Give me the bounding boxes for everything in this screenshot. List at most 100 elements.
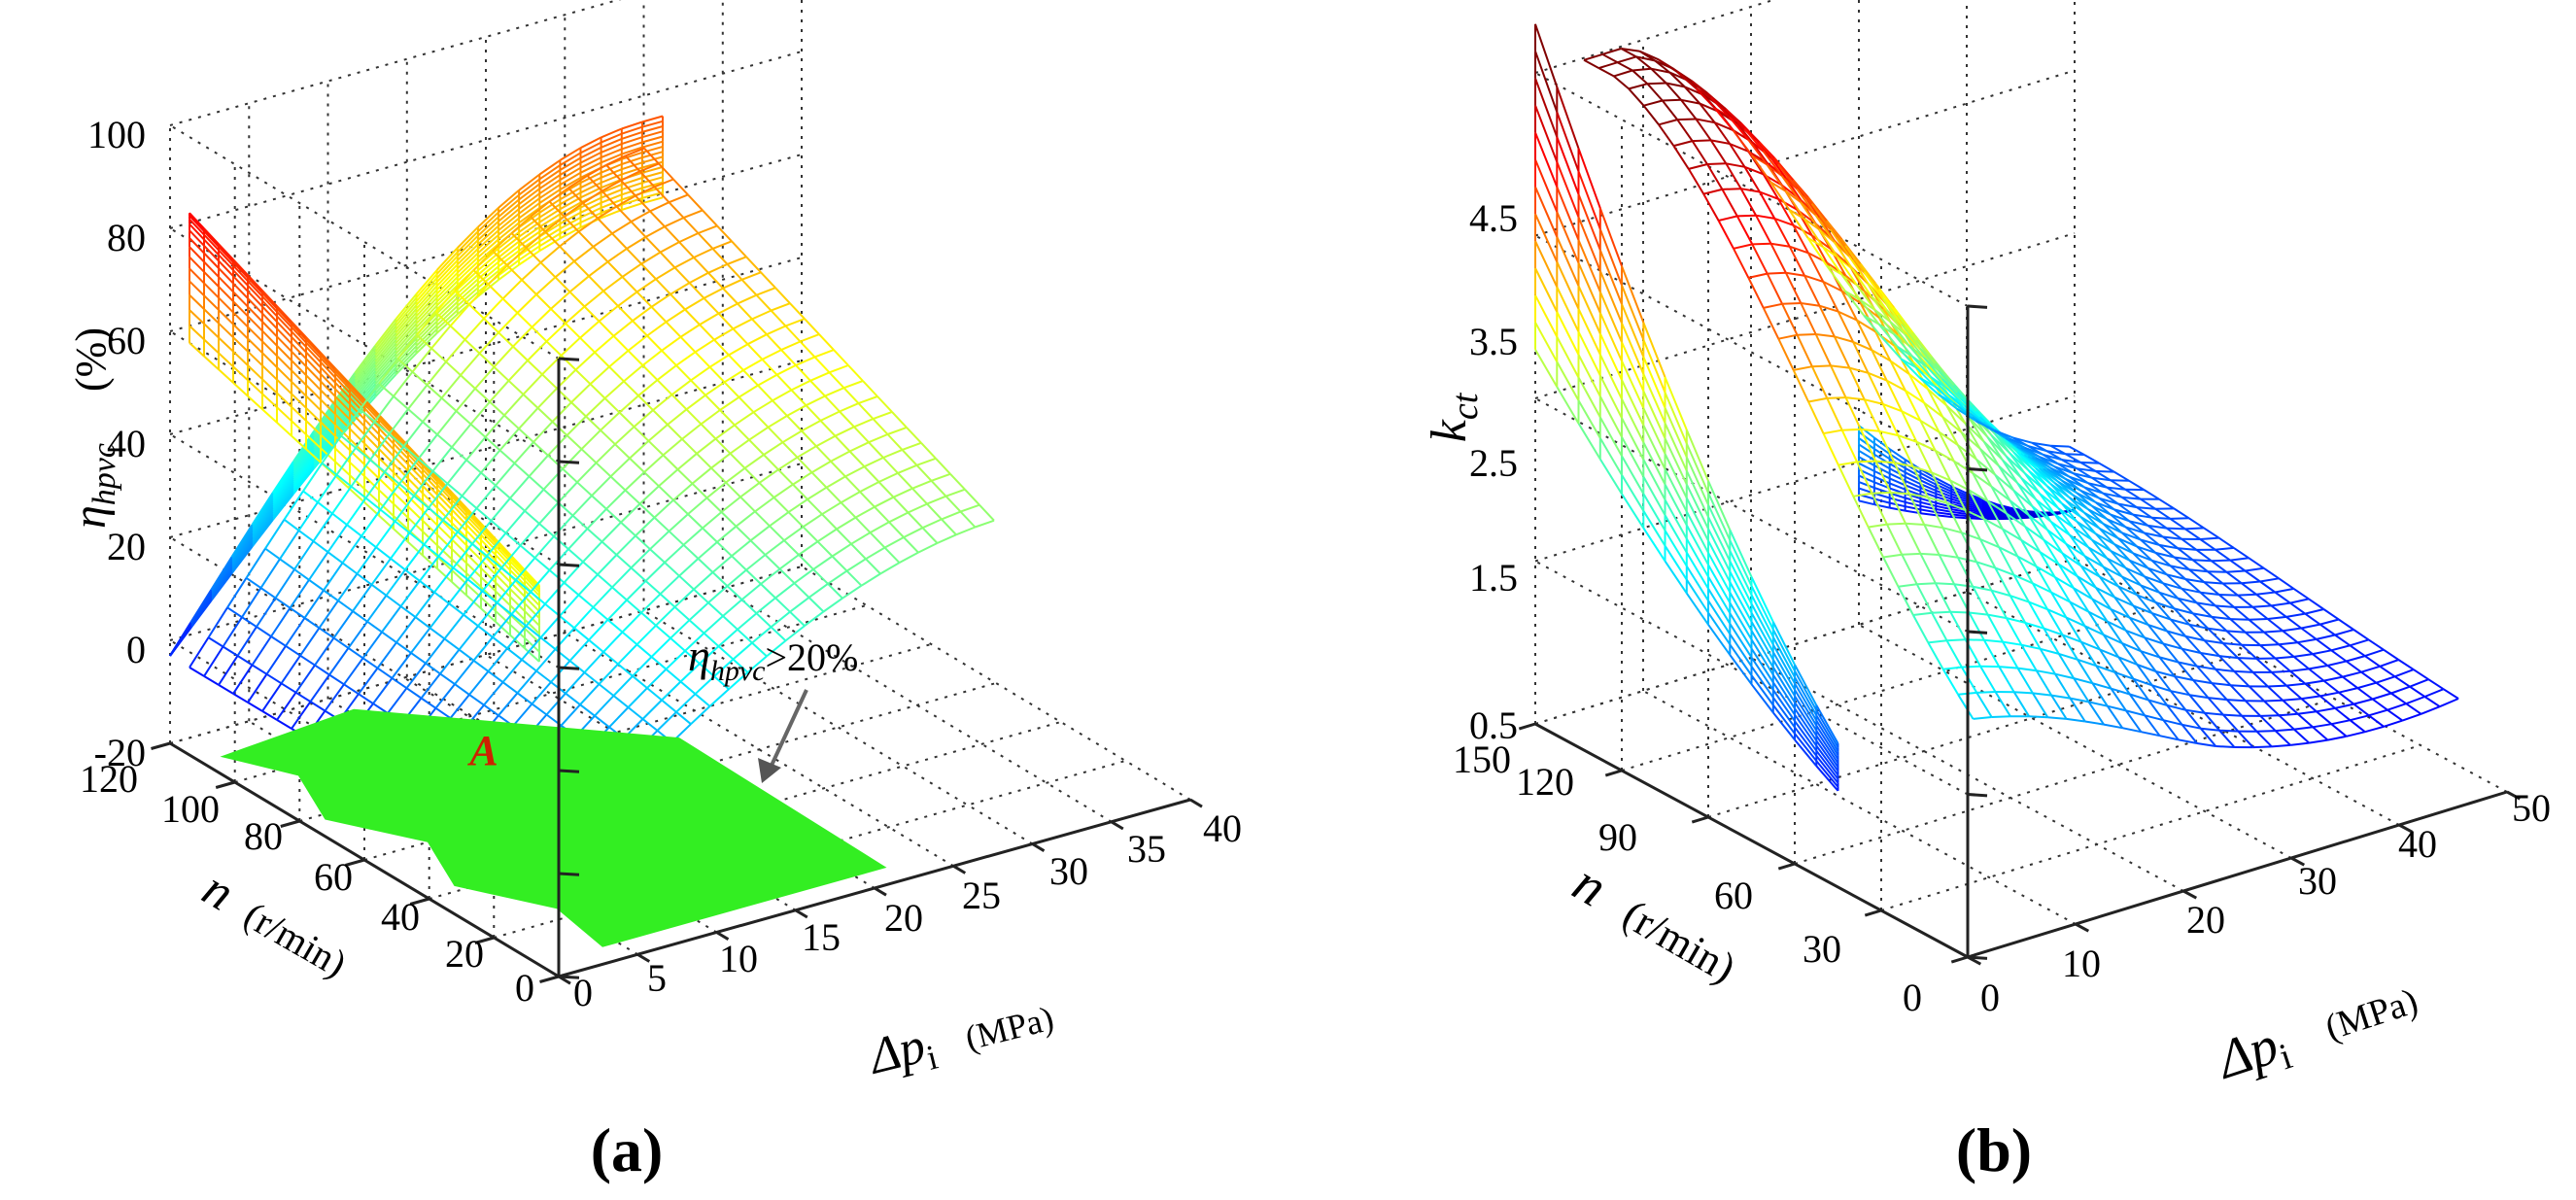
chart-b-surface-line [1693,140,1711,141]
chart-a-wall-xz-line [581,137,601,148]
chart-a-surface-line [650,549,665,563]
chart-a-wall-yz-line [306,366,321,381]
chart-b-surface-line [2309,666,2327,669]
chart-b-wall-xz-line [1874,449,1890,459]
chart-b-surface-line [2327,666,2343,677]
chart-a-surface-line [740,497,755,512]
chart-a-surface-line [781,350,796,365]
chart-a-surface-line [687,395,706,410]
chart-b-surface-line [2215,746,2234,747]
chart-b-surface-line [1962,667,1980,668]
chart-b-surface-line [2226,572,2241,584]
chart-b-surface-line [2391,687,2410,694]
chart-a-surface-line [738,613,757,630]
chart-b-surface-line [2286,617,2301,629]
chart-a-surface-line [457,411,471,425]
chart-a-surface-line [961,505,980,512]
chart-a-xtick: 30 [1049,849,1088,893]
chart-a-surface-line [742,280,757,295]
chart-a-surface-line [227,578,247,608]
chart-a-surface-line [732,540,751,556]
chart-a-surface-line [729,355,743,370]
chart-a-surface-line [338,600,353,611]
chart-a-xtick: 20 [884,896,923,940]
chart-a-surface-line [656,267,675,279]
chart-a-surface-line [723,289,738,304]
chart-a-surface-line [430,603,450,628]
chart-b-surface-line [2231,685,2246,701]
chart-a-annotation: ηhpvc>20% [688,631,858,687]
chart-b-surface-line [2033,693,2051,695]
chart-b-surface-line [1794,366,1812,370]
chart-b-surface-line [2301,625,2319,629]
chart-a-surface-line [291,608,305,618]
chart-a-surface-line [262,711,277,720]
chart-a-surface-line [682,439,697,454]
chart-a-surface-line [672,380,692,394]
chart-a-wall-xz-line [581,148,601,158]
chart-b-surface-line [1737,216,1753,244]
chart-a-surface-line [783,442,798,458]
chart-a-surface-line [525,511,539,524]
chart-b-surface-line [2339,693,2353,704]
chart-b-wall-yz-line [1708,541,1730,583]
chart-a-surface-line [437,411,457,434]
chart-a-surface-line [844,388,859,403]
chart-b-surface-line [2414,669,2428,679]
chart-b-surface-line [2066,454,2084,455]
chart-b-surface-line [2167,529,2185,530]
chart-a-wall-xz-line [498,199,519,217]
chart-a-surface-line [532,703,547,714]
chart-a-xlabel-symbol: Δpi [862,1015,942,1091]
chart-a-surface-line [509,381,524,394]
chart-a-wall-yz-line [321,382,335,396]
chart-a-surface-line [209,607,228,637]
chart-a-surface-line [623,633,637,645]
chart-b-surface-line [2234,671,2249,687]
chart-a-surface-line [598,219,612,234]
chart-a-surface-line [219,656,238,685]
chart-b-surface-line [1845,246,1864,272]
chart-b-surface-line [2250,686,2264,701]
chart-a-surface-line [566,324,580,338]
chart-a-surface-line [804,514,823,527]
chart-b-surface-line [2324,681,2339,693]
chart-b-surface-line [2428,679,2443,689]
chart-a-surface-line [662,682,681,701]
chart-a-surface-line [754,400,773,412]
chart-b-surface-line [2215,548,2234,550]
chart-b-surface-line [2350,645,2364,656]
chart-a-surface-line [675,267,690,283]
chart-b-surface-line [2387,710,2402,721]
chart-a-surface-line [632,549,651,567]
chart-a-surface-line [466,460,481,472]
chart-b-surface-line [1824,433,1838,465]
chart-a-surface-line [600,664,619,684]
chart-a-surface-line [644,455,664,472]
chart-a-surface-line [601,430,615,444]
chart-a-surface-line [624,381,638,395]
chart-a-surface-line [315,666,329,675]
chart-a-surface-line [774,497,789,512]
chart-a-xlabel-delta: Δp [862,1018,931,1085]
chart-a-surface-line [311,702,326,711]
chart-b-surface-line [2302,696,2320,699]
chart-b-wall-xz-line [1890,498,1906,502]
chart-a-surface-line [824,599,843,612]
chart-b-surface-line [1644,106,1659,125]
chart-a-surface-line [831,462,845,477]
chart-a-surface-line [640,486,660,503]
chart-b-surface-line [2317,635,2335,639]
chart-a-surface-line [633,307,652,321]
chart-b-surface-line [1598,62,1617,68]
chart-a-surface-line [489,671,503,682]
chart-b-surface-line [1936,583,1954,584]
chart-a-surface-line [541,616,561,637]
chart-a-surface-line [731,454,745,468]
chart-b-surface-line [2275,593,2290,603]
chart-a-zunit: (%) [67,327,115,392]
chart-b-surface-line [1663,100,1681,101]
chart-a-surface-line [859,396,878,403]
chart-a-surface-line [560,247,574,261]
chart-a-surface-line [815,357,830,372]
